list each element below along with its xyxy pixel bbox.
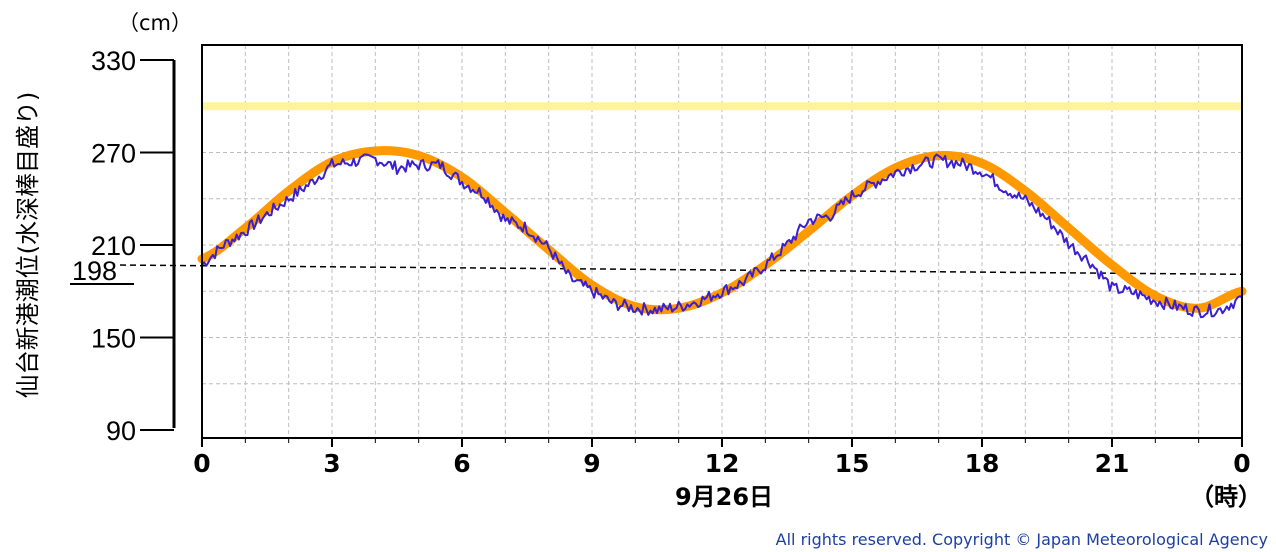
x-tick-label: 15: [835, 449, 870, 478]
y-axis-title: 仙台新港潮位(水深棒目盛り): [14, 92, 42, 399]
x-tick-label: 9: [583, 449, 600, 478]
y-tick-label: 90: [106, 416, 136, 446]
y-ticks: 90 150 210 270 330: [91, 46, 174, 446]
y-tick-label: 150: [91, 324, 136, 354]
x-tick-label: 3: [323, 449, 340, 478]
x-tick-label: 12: [705, 449, 740, 478]
reference-line-datum: [119, 264, 1243, 276]
y-tick-label: 270: [91, 139, 136, 169]
y-tick-label: 210: [91, 231, 136, 261]
datum-label: 198: [72, 256, 117, 286]
x-unit-label: （時）: [1190, 483, 1262, 511]
series-group: [197, 146, 1247, 319]
reference-lines: 198: [70, 102, 1243, 286]
x-tick-label: 18: [965, 449, 1000, 478]
copyright-notice: All rights reserved. Copyright © Japan M…: [776, 530, 1268, 549]
y-unit-label: （cm）: [118, 11, 192, 35]
x-tick-label: 0: [193, 449, 210, 478]
x-axis-date: 9月26日: [675, 483, 773, 511]
y-tick-label: 330: [91, 46, 136, 76]
x-tick-label: 0: [1233, 449, 1250, 478]
x-tick-label: 6: [453, 449, 470, 478]
x-tick-label: 21: [1095, 449, 1130, 478]
series-line-observed: [201, 153, 1243, 319]
x-ticks: 0 3 6 9 12 15 18 21 0: [193, 438, 1251, 478]
